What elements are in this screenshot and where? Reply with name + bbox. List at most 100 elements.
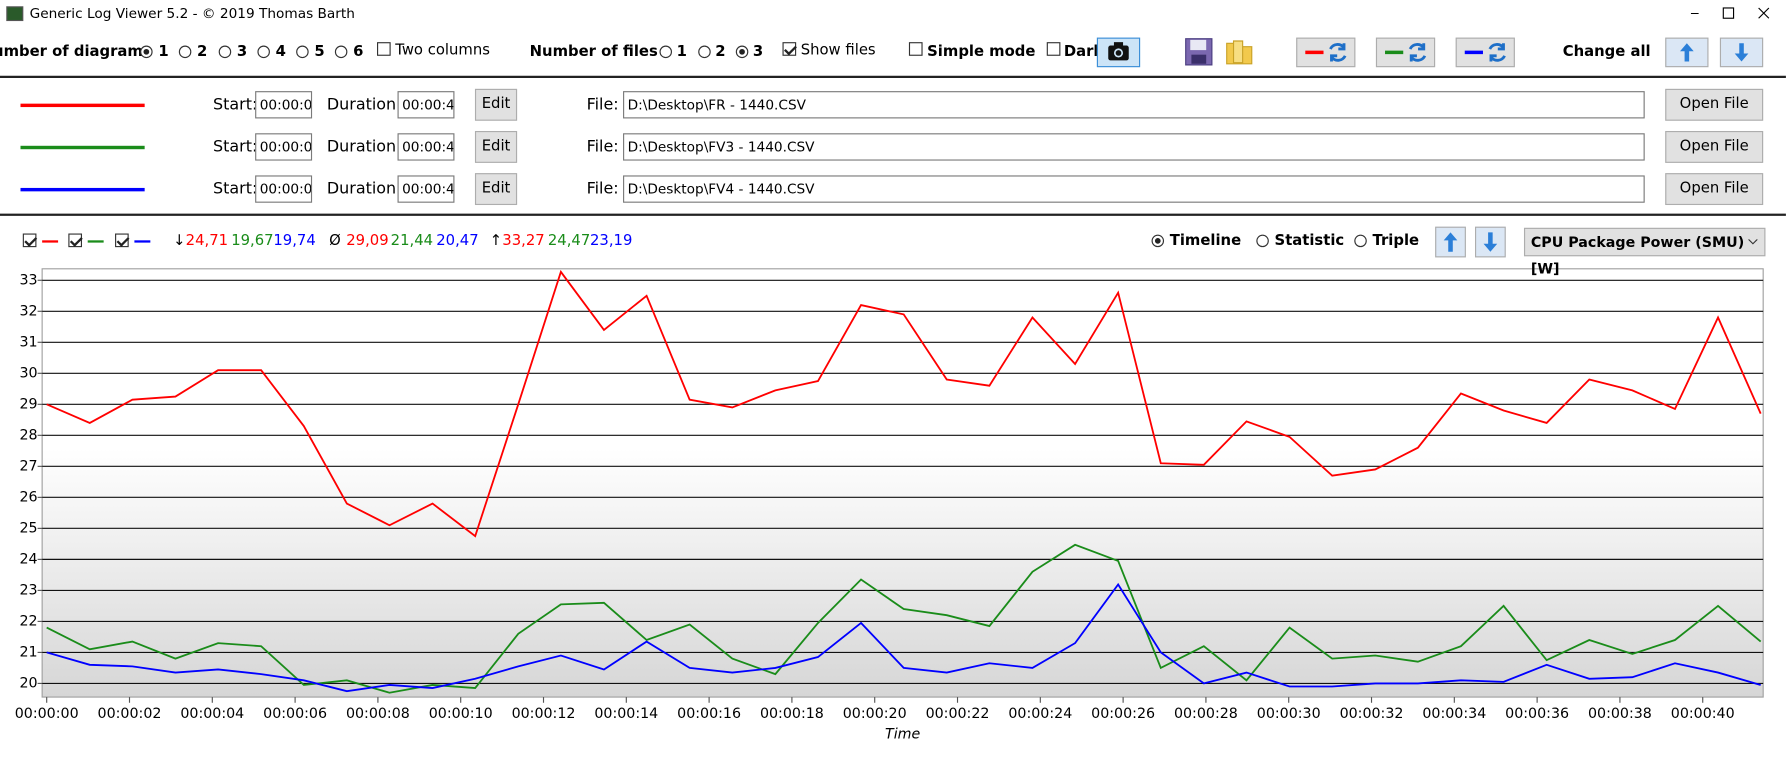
y-tick-label: 32 bbox=[19, 303, 37, 319]
checkbox[interactable] bbox=[908, 42, 923, 56]
stat-value: 21,44 bbox=[390, 232, 434, 250]
start-input[interactable]: 00:00:00 bbox=[255, 175, 313, 203]
diagram-option: 1 bbox=[158, 43, 169, 61]
y-tick-label: 33 bbox=[19, 272, 37, 288]
edit-button[interactable]: Edit bbox=[474, 130, 518, 163]
stat-value: 20,47 bbox=[436, 232, 479, 250]
arrow-icon bbox=[1443, 232, 1458, 252]
file-count-option: 3 bbox=[752, 43, 764, 61]
swap-color-button[interactable] bbox=[1455, 37, 1515, 68]
move-down-button[interactable] bbox=[1475, 226, 1506, 258]
window-title: Generic Log Viewer 5.2 - © 2019 Thomas B… bbox=[29, 5, 355, 22]
checkbox[interactable] bbox=[782, 42, 797, 56]
start-label: Start: bbox=[212, 95, 258, 114]
x-tick-label: 00:00:24 bbox=[1008, 706, 1072, 722]
radio-button[interactable] bbox=[257, 45, 270, 59]
swap-icon bbox=[1385, 43, 1427, 62]
y-tick-label: 21 bbox=[19, 644, 37, 660]
legend-swatch bbox=[42, 240, 59, 243]
file-line-sample bbox=[20, 187, 145, 192]
series-line bbox=[46, 543, 1762, 694]
radio-button[interactable] bbox=[1256, 234, 1269, 248]
maximize-icon[interactable] bbox=[1722, 7, 1735, 19]
file-line-sample bbox=[20, 103, 145, 108]
duration-input[interactable]: 00:00:41 bbox=[397, 91, 455, 119]
view-option: Triple bbox=[1372, 232, 1420, 250]
checkbox[interactable] bbox=[22, 233, 37, 248]
checkbox[interactable] bbox=[1046, 42, 1061, 56]
open-file-button[interactable]: Open File bbox=[1665, 88, 1764, 121]
y-tick-label: 20 bbox=[19, 675, 37, 691]
stat-symbol: ↓ bbox=[173, 232, 186, 250]
file-path-input[interactable]: D:\Desktop\FV3 - 1440.CSV bbox=[623, 133, 1645, 161]
x-tick-label: 00:00:04 bbox=[180, 706, 244, 722]
close-icon[interactable] bbox=[1758, 7, 1770, 19]
stat-symbol: Ø bbox=[329, 232, 341, 250]
x-tick-label: 00:00:34 bbox=[1422, 706, 1486, 722]
radio-button[interactable] bbox=[1354, 234, 1367, 248]
radio-button[interactable] bbox=[659, 45, 673, 59]
checkbox[interactable] bbox=[68, 233, 83, 248]
dropdown-caret bbox=[1748, 239, 1758, 245]
arrow-icon bbox=[1680, 43, 1694, 62]
radio-button[interactable] bbox=[296, 45, 309, 59]
stat-value: 19,74 bbox=[273, 232, 316, 250]
swap-color-button[interactable] bbox=[1296, 37, 1356, 68]
file-path-input[interactable]: D:\Desktop\FV4 - 1440.CSV bbox=[623, 175, 1645, 203]
duration-label: Duration: bbox=[326, 95, 402, 114]
stat-value: 24,71 bbox=[185, 232, 229, 250]
y-tick-label: 23 bbox=[19, 582, 37, 598]
legend-swatch bbox=[134, 240, 151, 243]
save-icon bbox=[1185, 38, 1213, 66]
radio-button[interactable] bbox=[334, 45, 348, 59]
start-input[interactable]: 00:00:00 bbox=[255, 133, 313, 161]
x-tick-label: 00:00:36 bbox=[1505, 706, 1569, 722]
radio-button[interactable] bbox=[178, 45, 192, 59]
y-tick-label: 22 bbox=[19, 613, 37, 629]
file-count-option: 2 bbox=[715, 43, 726, 61]
file-path-input[interactable]: D:\Desktop\FR - 1440.CSV bbox=[623, 91, 1645, 119]
x-tick-label: 00:00:14 bbox=[594, 706, 658, 722]
x-tick-label: 00:00:40 bbox=[1671, 706, 1735, 722]
radio-button[interactable] bbox=[698, 45, 711, 59]
y-tick-label: 24 bbox=[19, 551, 37, 567]
screenshot-button[interactable] bbox=[1096, 37, 1141, 68]
move-up-all-button[interactable] bbox=[1665, 37, 1709, 68]
radio-button[interactable] bbox=[218, 45, 232, 59]
plot-area bbox=[41, 268, 1764, 698]
file-label: File: bbox=[586, 95, 619, 114]
open-file-button[interactable]: Open File bbox=[1665, 130, 1764, 163]
diagram-option: 5 bbox=[314, 43, 325, 61]
arrow-icon bbox=[1483, 232, 1498, 252]
save-button[interactable] bbox=[1185, 38, 1213, 66]
move-up-button[interactable] bbox=[1435, 226, 1466, 258]
radio-button[interactable] bbox=[1151, 234, 1165, 248]
file-label: File: bbox=[586, 137, 619, 157]
swap-color-button[interactable] bbox=[1375, 37, 1436, 68]
x-tick-label: 00:00:26 bbox=[1091, 706, 1155, 722]
start-input[interactable]: 00:00:00 bbox=[255, 91, 313, 119]
move-down-all-button[interactable] bbox=[1719, 37, 1764, 68]
radio-button[interactable] bbox=[140, 45, 153, 59]
minimize-icon[interactable]: ‒ bbox=[1690, 6, 1699, 22]
open-file-button[interactable]: Open File bbox=[1665, 173, 1764, 206]
file-count-option: 1 bbox=[676, 43, 687, 61]
diagrams-label: Number of diagrams bbox=[0, 43, 152, 61]
plot: 20 21 22 23 24 25 26 27 28 29 30 31 32 33 00:00:00 00:0… bbox=[15, 269, 1764, 743]
edit-button[interactable]: Edit bbox=[474, 173, 518, 206]
duration-input[interactable]: 00:00:41 bbox=[397, 133, 455, 161]
show-files-label: Show files bbox=[800, 42, 876, 60]
checkbox[interactable] bbox=[377, 42, 391, 56]
metric-dropdown[interactable]: CPU Package Power (SMU) [W] bbox=[1523, 227, 1766, 277]
duration-input[interactable]: 00:00:41 bbox=[397, 175, 455, 203]
edit-button[interactable]: Edit bbox=[474, 88, 518, 121]
checkbox[interactable] bbox=[115, 233, 129, 248]
swap-icon bbox=[1305, 43, 1347, 62]
arrow-icon bbox=[1734, 43, 1749, 62]
open-folder-button[interactable] bbox=[1224, 38, 1254, 66]
stat-value: 19,67 bbox=[231, 232, 274, 250]
radio-button[interactable] bbox=[735, 45, 749, 59]
x-tick-label: 00:00:30 bbox=[1257, 706, 1321, 722]
